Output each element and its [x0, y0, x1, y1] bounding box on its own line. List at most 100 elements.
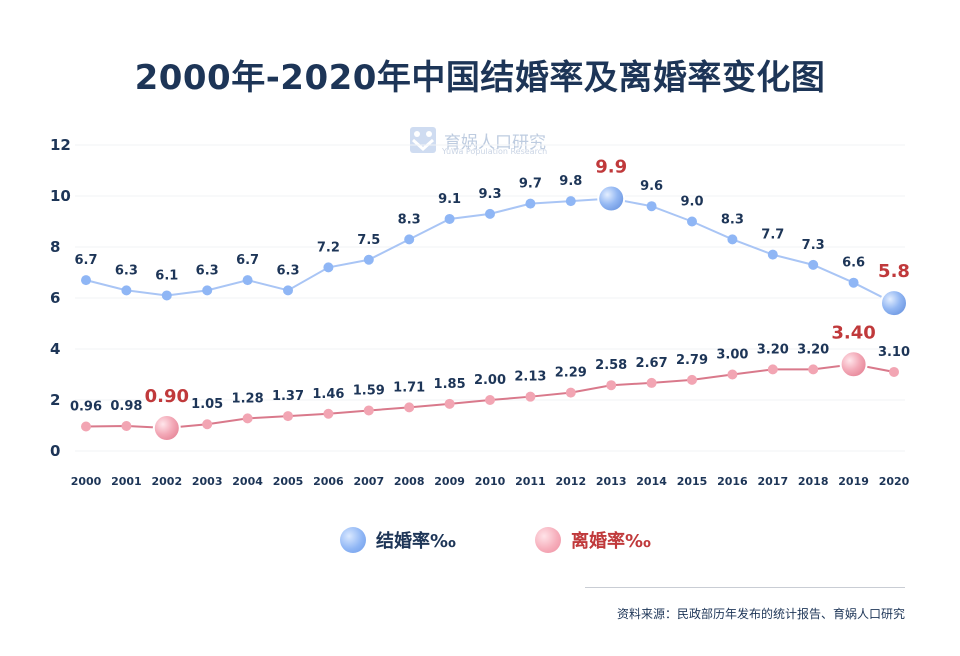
data-point-marriage [687, 216, 697, 227]
data-label-marriage: 9.8 [559, 174, 582, 189]
data-label-divorce: 2.67 [636, 356, 668, 371]
data-point-marriage [525, 198, 536, 209]
legend-item-marriage: 结婚率‰ [340, 527, 456, 553]
x-tick-label: 2019 [838, 475, 869, 488]
highlight-point-divorce [152, 414, 181, 443]
x-tick-label: 2003 [192, 475, 223, 488]
data-point-marriage [565, 196, 576, 207]
data-point-divorce [242, 413, 253, 424]
data-point-divorce [525, 391, 536, 402]
data-point-divorce [727, 369, 738, 380]
x-tick-label: 2010 [475, 475, 506, 488]
watermark: 育娲人口研究 YuWa Population Research [408, 125, 548, 156]
data-label-marriage: 7.7 [761, 228, 784, 243]
data-label-marriage: 9.0 [680, 195, 703, 210]
data-point-marriage [242, 275, 253, 286]
data-label-divorce: 1.71 [393, 380, 425, 395]
data-point-marriage [81, 275, 91, 286]
data-label-divorce: 0.98 [110, 399, 142, 414]
data-label-marriage: 8.3 [398, 212, 421, 227]
legend-label-divorce: 离婚率‰ [571, 531, 651, 552]
data-label-marriage: 6.7 [74, 253, 97, 268]
data-point-divorce [404, 402, 415, 413]
data-point-marriage [848, 277, 859, 288]
source-divider [585, 587, 905, 588]
data-label-divorce: 1.28 [232, 391, 264, 406]
y-tick-label: 10 [50, 187, 71, 205]
x-tick-label: 2000 [71, 475, 102, 488]
x-tick-label: 2018 [798, 475, 829, 488]
x-tick-label: 2017 [757, 475, 788, 488]
data-point-marriage [161, 290, 172, 301]
data-point-divorce [81, 421, 91, 432]
data-label-divorce: 3.00 [716, 348, 748, 363]
data-label-divorce: 1.05 [191, 397, 223, 412]
data-label-divorce: 2.58 [595, 358, 627, 373]
data-label-divorce: 3.20 [797, 342, 829, 357]
data-label-divorce: 1.85 [434, 377, 466, 392]
x-tick-label: 2012 [555, 475, 586, 488]
x-tick-label: 2005 [273, 475, 304, 488]
data-label-divorce: 0.96 [70, 400, 102, 415]
legend-label-marriage: 结婚率‰ [376, 531, 456, 552]
data-point-divorce [283, 411, 293, 422]
y-tick-label: 2 [50, 391, 60, 409]
data-point-marriage [121, 285, 132, 296]
x-tick-label: 2016 [717, 475, 748, 488]
data-label-divorce: 2.29 [555, 366, 587, 381]
data-point-marriage [283, 285, 293, 296]
x-tick-label: 2020 [879, 475, 910, 488]
data-point-marriage [404, 234, 415, 245]
x-tick-label: 2013 [596, 475, 627, 488]
data-point-divorce [565, 387, 576, 398]
y-tick-label: 12 [50, 136, 71, 154]
data-label-divorce: 1.59 [353, 383, 385, 398]
data-point-divorce [687, 374, 697, 385]
data-label-divorce: 2.00 [474, 373, 506, 388]
data-point-marriage [808, 259, 819, 270]
data-label-marriage: 9.3 [478, 187, 501, 202]
data-label-marriage: 6.6 [842, 256, 865, 271]
data-label-marriage: 5.8 [878, 261, 910, 282]
data-label-marriage: 8.3 [721, 212, 744, 227]
data-point-marriage [727, 234, 738, 245]
x-tick-label: 2006 [313, 475, 344, 488]
data-label-divorce: 2.13 [514, 370, 546, 385]
watermark-subtext: YuWa Population Research [442, 147, 548, 156]
data-label-divorce: 0.90 [145, 386, 189, 407]
legend-marker-divorce [535, 527, 561, 553]
source-note: 资料来源：民政部历年发布的统计报告、育娲人口研究 [616, 607, 905, 621]
legend-item-divorce: 离婚率‰ [535, 527, 651, 553]
data-point-divorce [646, 377, 657, 388]
data-point-marriage [767, 249, 778, 260]
y-tick-label: 0 [50, 442, 60, 460]
data-label-divorce: 2.79 [676, 353, 708, 368]
highlight-point-marriage [880, 289, 908, 318]
label-layer: 6.7 6.3 6.1 6.3 6.7 6.3 7.2 7.5 8.3 9.1 9.3 9.7 9.8 9… [70, 157, 910, 415]
data-point-marriage [646, 201, 657, 212]
data-point-marriage [485, 208, 495, 219]
data-point-marriage [202, 285, 213, 296]
data-point-divorce [606, 380, 617, 391]
data-label-marriage: 9.6 [640, 179, 663, 194]
data-point-divorce [363, 405, 374, 416]
data-label-marriage: 9.1 [438, 192, 461, 207]
data-label-divorce: 3.10 [878, 345, 910, 360]
data-label-divorce: 1.46 [312, 387, 344, 402]
x-tick-label: 2011 [515, 475, 546, 488]
y-tick-label: 6 [50, 289, 60, 307]
data-point-divorce [767, 364, 778, 375]
data-label-marriage: 6.3 [276, 263, 299, 278]
data-label-marriage: 7.5 [357, 233, 380, 248]
data-label-divorce: 3.20 [757, 342, 789, 357]
x-tick-label: 2004 [232, 475, 263, 488]
data-label-marriage: 9.9 [595, 157, 627, 178]
data-label-marriage: 6.3 [115, 263, 138, 278]
x-tick-label: 2009 [434, 475, 465, 488]
data-point-divorce [808, 364, 819, 375]
data-label-marriage: 9.7 [519, 177, 542, 192]
data-point-divorce [323, 408, 334, 419]
data-point-marriage [444, 213, 455, 224]
highlight-point-marriage [597, 184, 626, 213]
